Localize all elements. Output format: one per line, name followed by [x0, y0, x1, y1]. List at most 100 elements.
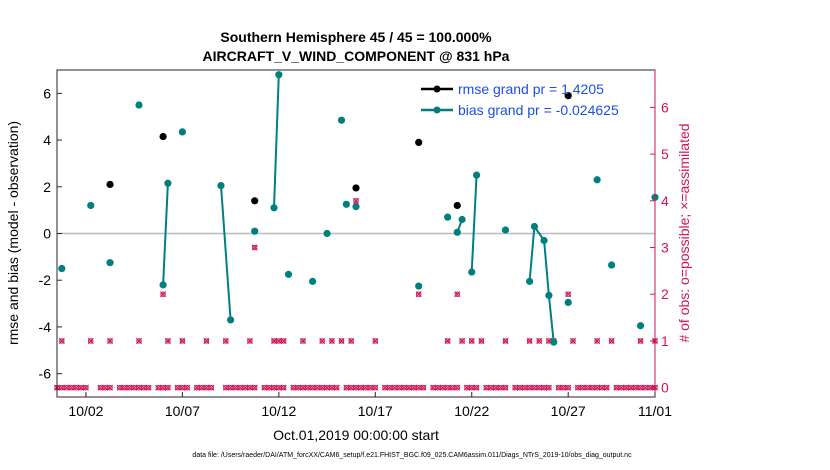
obs-count-point: [569, 337, 577, 344]
obs-count-point: [560, 384, 567, 391]
obs-o-marker: [179, 338, 186, 344]
obs-count-point: [222, 384, 229, 391]
bias-point: [227, 316, 235, 324]
rmse-series: [106, 92, 572, 210]
obs-o-marker: [372, 384, 378, 391]
obs-count-point: [63, 384, 70, 391]
obs-o-marker: [565, 291, 571, 297]
obs-count-point: [73, 384, 80, 391]
obs-count-point: [270, 337, 278, 344]
obs-count-point: [275, 337, 282, 344]
obs-o-marker: [252, 244, 258, 251]
obs-count-point: [266, 384, 273, 391]
bias-point: [526, 277, 534, 285]
bias-point: [352, 203, 360, 211]
obs-count-point: [415, 384, 422, 391]
bias-point: [178, 128, 186, 136]
x-tick-label: 10/17: [358, 403, 393, 419]
bias-point: [540, 236, 548, 245]
obs-o-marker: [608, 338, 615, 344]
obs-count-point: [574, 384, 581, 391]
obs-count-point: [444, 337, 451, 344]
obs-o-marker: [353, 198, 359, 204]
obs-count-point: [352, 197, 360, 204]
obs-o-marker: [348, 338, 354, 344]
y-tick-label: -2: [39, 272, 52, 288]
obs-o-marker: [565, 384, 571, 391]
obs-count-point: [478, 337, 485, 344]
chart-title-line2: AIRCRAFT_V_WIND_COMPONENT @ 831 hPa: [203, 48, 510, 64]
obs-count-point: [637, 337, 644, 344]
y-right-tick-label: 0: [661, 380, 669, 396]
obs-o-marker: [478, 338, 485, 344]
obs-count-point: [343, 384, 350, 391]
bias-point: [550, 338, 558, 346]
bias-point: [458, 215, 466, 224]
obs-o-marker: [88, 338, 94, 344]
obs-o-marker: [454, 384, 460, 391]
obs-count-point: [468, 337, 475, 344]
obs-o-marker: [165, 338, 171, 344]
obs-count-point: [459, 337, 466, 344]
y-right-tick-label: 1: [661, 333, 669, 349]
bias-line-segment: [220, 185, 232, 320]
bias-point: [468, 268, 476, 276]
obs-count-point: [642, 384, 649, 391]
rmse-point: [251, 197, 259, 205]
obs-count-point: [251, 244, 258, 251]
rmse-point: [415, 138, 423, 147]
obs-o-marker: [280, 384, 287, 391]
obs-count-point: [338, 337, 345, 344]
obs-o-marker: [165, 384, 171, 391]
obs-o-marker: [637, 338, 644, 344]
obs-count-series: [53, 197, 659, 391]
obs-count-point: [324, 384, 331, 391]
obs-count-point: [246, 384, 253, 391]
bias-point: [323, 229, 331, 238]
obs-count-point: [488, 384, 495, 391]
obs-count-point: [135, 337, 143, 344]
obs-count-point: [174, 384, 181, 391]
obs-count-point: [410, 384, 417, 391]
obs-o-marker: [227, 384, 234, 391]
obs-count-point: [270, 384, 278, 391]
obs-count-point: [290, 384, 297, 391]
obs-count-point: [618, 384, 625, 391]
y-tick-label: -6: [39, 366, 52, 382]
obs-count-point: [237, 384, 244, 391]
obs-count-point: [545, 384, 552, 391]
bias-point: [308, 277, 317, 285]
obs-o-marker: [454, 291, 460, 297]
obs-count-point: [299, 384, 306, 391]
obs-o-marker: [420, 384, 427, 391]
y-tick-label: 6: [43, 85, 51, 101]
bias-point: [415, 282, 423, 290]
y-right-tick-label: 4: [661, 193, 669, 209]
y-right-tick-label: 2: [661, 286, 669, 302]
obs-count-point: [145, 384, 152, 391]
bias-line-segment: [273, 74, 280, 208]
bias-point: [472, 171, 481, 179]
obs-count-point: [497, 384, 504, 391]
obs-count-point: [155, 384, 162, 391]
obs-o-marker: [473, 384, 480, 391]
x-tick-label: 10/22: [454, 403, 489, 419]
bias-point: [337, 116, 346, 124]
obs-count-point: [352, 384, 360, 391]
obs-o-marker: [208, 384, 215, 391]
obs-o-marker: [459, 338, 465, 344]
obs-count-point: [304, 384, 311, 391]
obs-o-marker: [107, 338, 113, 344]
obs-count-point: [454, 384, 461, 391]
left-axis: -6 -4 -2 0 2 4 6: [39, 85, 62, 382]
y-right-tick-label: 3: [661, 240, 669, 256]
obs-count-point: [131, 384, 138, 391]
obs-count-point: [208, 384, 215, 391]
obs-count-point: [598, 384, 605, 391]
bias-point: [58, 264, 66, 273]
obs-o-marker: [247, 338, 253, 344]
bias-point: [106, 259, 114, 267]
x-tick-label: 10/07: [165, 403, 200, 419]
obs-count-point: [242, 384, 249, 391]
bias-point: [87, 201, 95, 210]
